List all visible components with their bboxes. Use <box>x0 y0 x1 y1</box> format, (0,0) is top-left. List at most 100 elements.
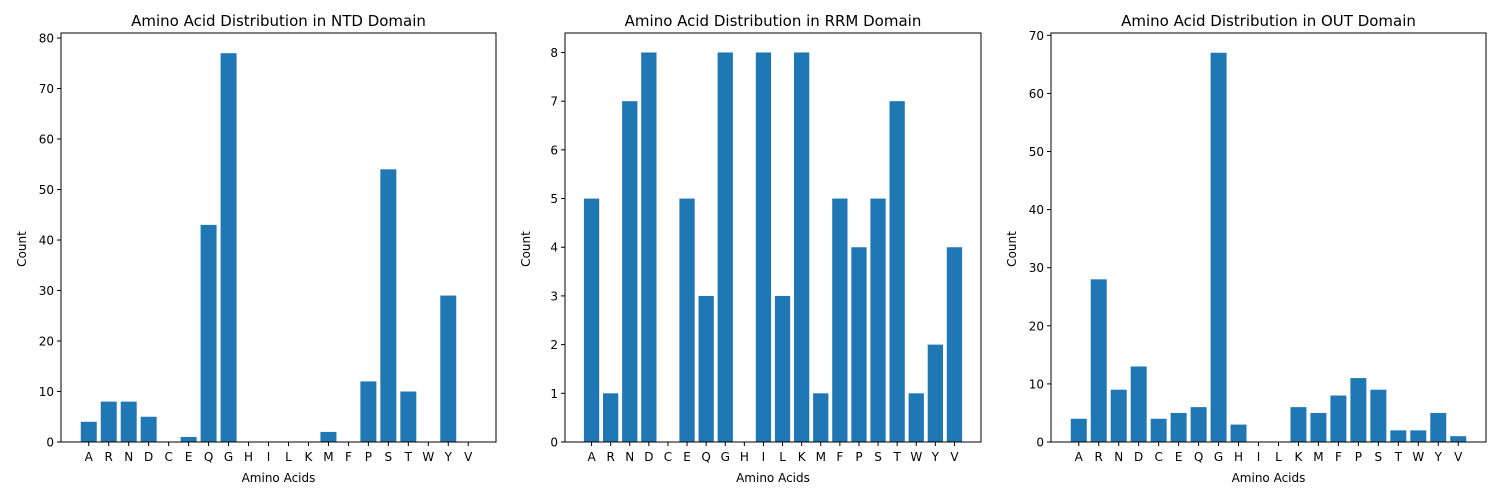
rrm-y-tick-label: 1 <box>550 387 558 401</box>
rrm-bar-E <box>679 198 695 442</box>
out-bar-G <box>1210 52 1227 442</box>
rrm-y-tick-label: 5 <box>550 192 558 206</box>
ntd-x-tick-label: K <box>305 450 314 464</box>
ntd-x-tick-label: A <box>85 450 94 464</box>
ntd-x-tick-label: C <box>164 450 172 464</box>
out-y-axis-label: Count <box>1005 231 1019 267</box>
rrm-x-tick-label: G <box>721 450 730 464</box>
rrm-bar-P <box>851 247 867 442</box>
rrm-bars <box>583 52 963 443</box>
rrm-x-tick-label: C <box>664 450 672 464</box>
rrm-x-tick-label: R <box>606 450 614 464</box>
out-y-ticks: 0 10 20 30 40 50 60 70 <box>1029 29 1051 450</box>
rrm-y-tick-label: 6 <box>550 143 558 157</box>
rrm-bar-M <box>813 393 829 442</box>
rrm-bar-D <box>641 52 657 442</box>
rrm-bar-K <box>794 52 810 442</box>
ntd-y-tick-label: 80 <box>39 32 54 46</box>
ntd-y-tick-label: 0 <box>46 436 54 450</box>
out-y-tick-label: 50 <box>1029 145 1044 159</box>
out-x-tick-label: H <box>1234 450 1243 464</box>
rrm-x-axis-label: Amino Acids <box>736 471 810 485</box>
out-x-tick-label: C <box>1154 450 1162 464</box>
ntd-x-tick-label: P <box>365 450 372 464</box>
out-x-tick-label: N <box>1114 450 1123 464</box>
out-y-tick-label: 10 <box>1029 377 1044 391</box>
out-bar-Q <box>1190 407 1207 442</box>
rrm-bar-R <box>603 393 619 442</box>
rrm-bar-L <box>774 295 791 442</box>
out-x-axis-label: Amino Acids <box>1232 471 1306 485</box>
rrm-bar-F <box>832 198 848 442</box>
rrm-bar-Y <box>927 344 943 442</box>
ntd-x-tick-label: F <box>345 450 352 464</box>
rrm-bar-V <box>946 247 963 442</box>
out-y-tick-label: 20 <box>1029 319 1044 333</box>
out-bar-M <box>1310 412 1327 442</box>
ntd-plot-frame <box>60 32 497 443</box>
ntd-y-tick-label: 40 <box>39 234 54 248</box>
ntd-bar-G <box>220 53 237 442</box>
ntd-x-tick-label: H <box>244 450 253 464</box>
out-bar-P <box>1350 378 1367 442</box>
rrm-x-tick-label: H <box>740 450 749 464</box>
ntd-y-tick-label: 30 <box>39 284 54 298</box>
rrm-y-tick-label: 3 <box>550 289 558 303</box>
out-x-tick-label: R <box>1095 450 1103 464</box>
out-bar-K <box>1290 407 1307 442</box>
out-bar-W <box>1410 430 1427 442</box>
rrm-x-tick-label: E <box>683 450 691 464</box>
ntd-y-tick-label: 70 <box>39 82 54 96</box>
ntd-bar-S <box>380 169 397 442</box>
ntd-panel: Amino Acid Distribution in NTD Domain Am… <box>15 12 497 485</box>
ntd-x-tick-label: D <box>144 450 153 464</box>
rrm-x-tick-label: I <box>762 450 766 464</box>
rrm-bar-Q <box>698 295 714 442</box>
rrm-bar-W <box>908 393 924 442</box>
out-x-tick-label: E <box>1175 450 1183 464</box>
ntd-x-tick-label: S <box>385 450 393 464</box>
out-x-tick-label: V <box>1454 450 1463 464</box>
rrm-bar-T <box>889 101 905 443</box>
ntd-y-ticks: 0 10 20 30 40 50 60 70 80 <box>39 32 61 450</box>
ntd-bar-P <box>360 381 377 442</box>
out-y-tick-label: 30 <box>1029 261 1044 275</box>
out-x-tick-label: T <box>1394 450 1403 464</box>
rrm-y-tick-label: 7 <box>550 95 558 109</box>
out-x-tick-label: S <box>1375 450 1383 464</box>
rrm-chart-title: Amino Acid Distribution in RRM Domain <box>625 12 922 30</box>
out-bar-H <box>1230 424 1247 442</box>
out-bar-V <box>1450 436 1467 442</box>
rrm-y-axis-label: Count <box>519 231 533 267</box>
rrm-x-tick-label: K <box>798 450 807 464</box>
out-bar-S <box>1370 389 1387 442</box>
out-x-tick-label: F <box>1335 450 1342 464</box>
ntd-x-tick-label: W <box>422 450 434 464</box>
out-x-tick-label: Q <box>1194 450 1203 464</box>
out-bar-F <box>1330 395 1347 442</box>
ntd-bar-E <box>180 436 197 442</box>
ntd-chart-title: Amino Acid Distribution in NTD Domain <box>131 12 426 30</box>
rrm-x-tick-label: V <box>950 450 959 464</box>
out-x-tick-label: D <box>1134 450 1143 464</box>
ntd-x-tick-label: E <box>185 450 193 464</box>
rrm-x-tick-label: Q <box>701 450 710 464</box>
out-bar-T <box>1390 430 1407 442</box>
rrm-bar-G <box>717 52 733 442</box>
rrm-x-tick-label: A <box>587 450 596 464</box>
ntd-x-axis-label: Amino Acids <box>242 471 316 485</box>
ntd-y-tick-label: 50 <box>39 183 54 197</box>
rrm-plot-frame <box>564 32 982 443</box>
ntd-x-tick-label: M <box>323 450 333 464</box>
out-bar-A <box>1070 418 1087 442</box>
out-y-tick-label: 40 <box>1029 203 1044 217</box>
rrm-y-tick-label: 4 <box>550 241 558 255</box>
ntd-x-tick-label: T <box>404 450 413 464</box>
ntd-x-tick-label: N <box>124 450 133 464</box>
out-x-tick-label: Y <box>1434 450 1443 464</box>
out-x-tick-label: L <box>1275 450 1282 464</box>
